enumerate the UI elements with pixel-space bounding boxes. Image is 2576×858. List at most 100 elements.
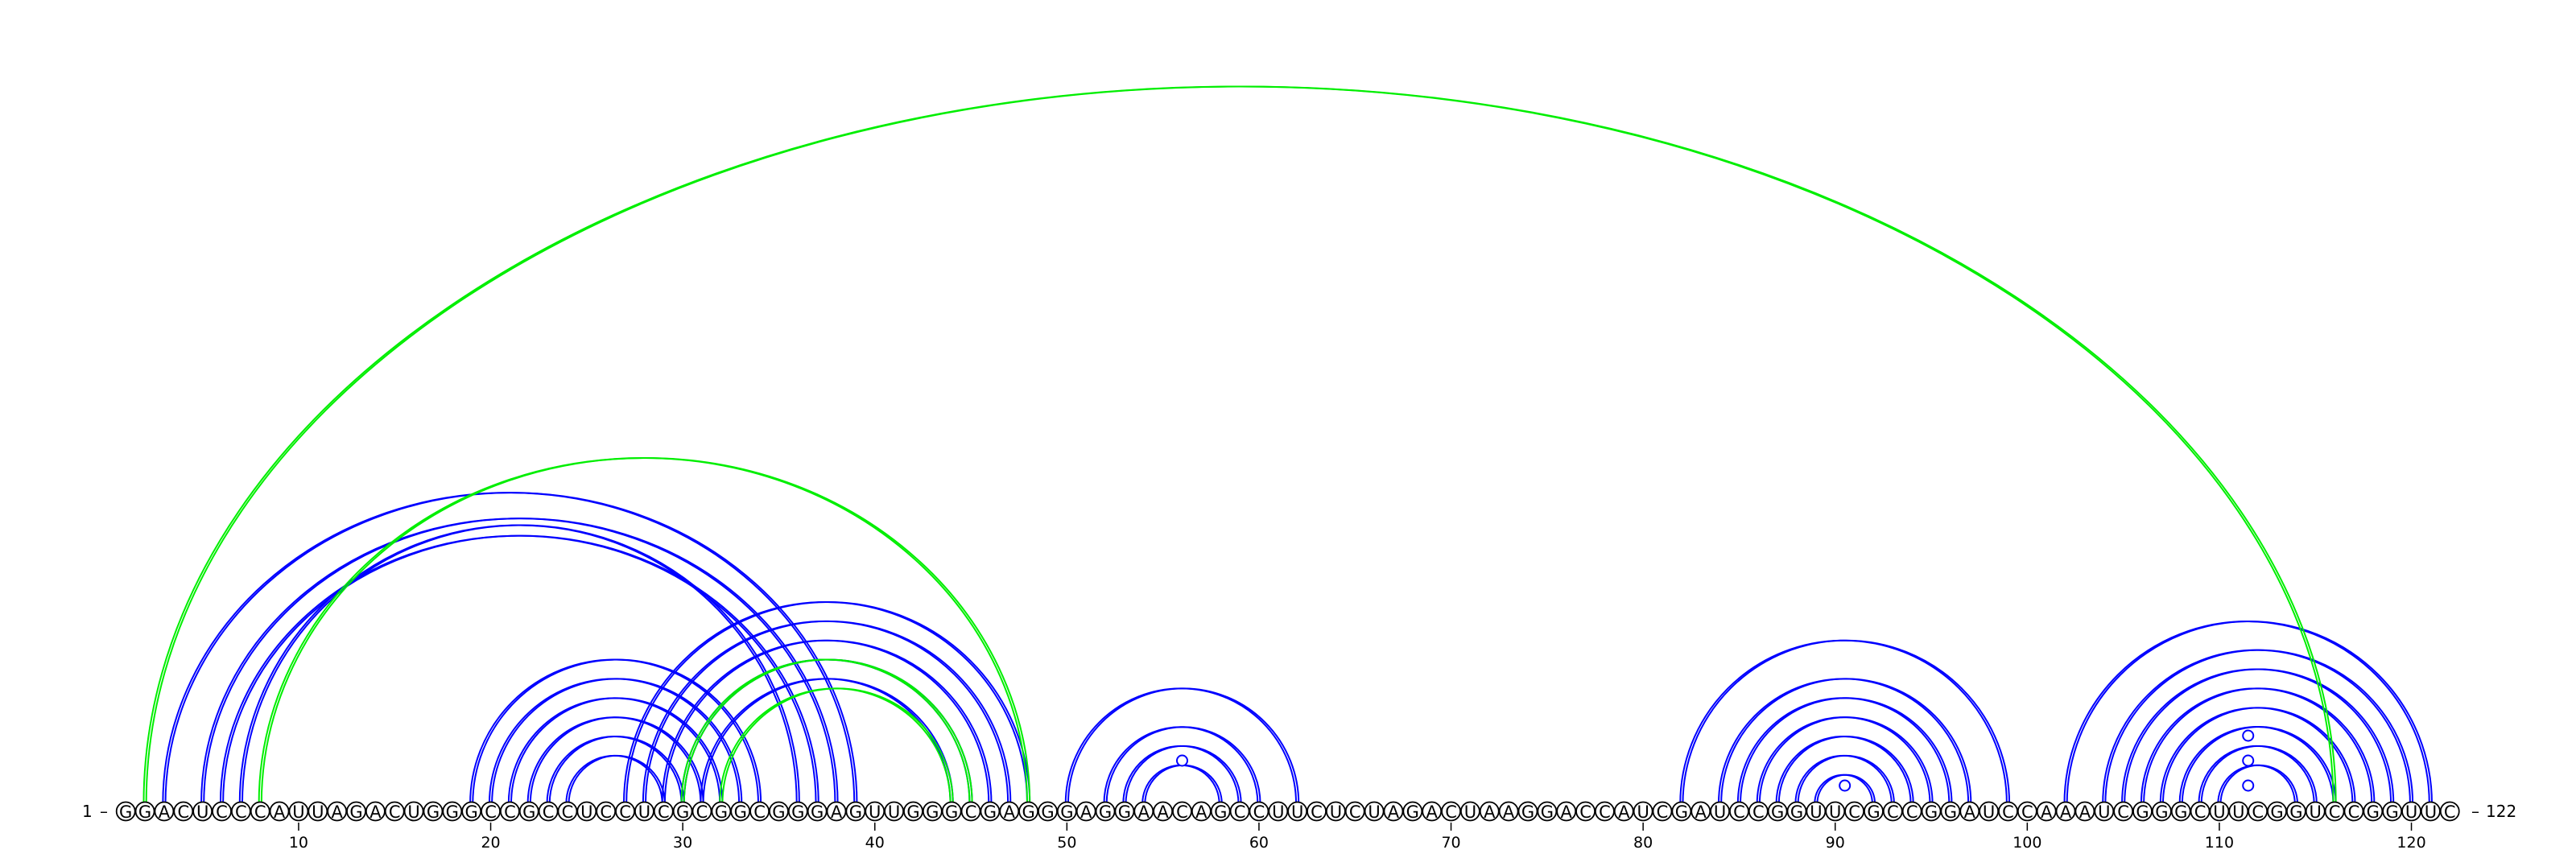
green-arc-2-116-inner [145, 85, 2337, 804]
nucleotide-letter: U [1714, 802, 1726, 822]
blue-arc-29-46-inner [663, 639, 993, 804]
blue-arc-23-30-inner [548, 736, 685, 804]
nucleotide-letter: C [1234, 802, 1246, 822]
sequence-end-dash: – [2471, 802, 2479, 821]
position-tick-label: 70 [1441, 834, 1460, 852]
blue-arc-6-37-inner [222, 534, 819, 804]
nucleotide-letter: C [504, 802, 516, 822]
blue-arc-3-39-inner [164, 492, 858, 804]
nucleotide-letter: A [1695, 802, 1707, 822]
nucleotide-letter: A [1157, 802, 1169, 822]
nucleotide-letter: G [2270, 802, 2283, 822]
blue-arc-84-97-inner [1720, 678, 1972, 804]
nucleotide-letter: G [427, 802, 440, 822]
blue-arc-85-96-inner [1740, 697, 1953, 804]
blue-arc-28-47-inner [645, 620, 1012, 804]
nucleotide-letter: G [1675, 802, 1688, 822]
nucleotide-letter: U [2405, 802, 2417, 822]
position-tick-label: 50 [1057, 834, 1076, 852]
nucleotide-letter: G [676, 802, 689, 822]
nucleotide-letter: U [580, 802, 592, 822]
position-tick-label: 120 [2396, 834, 2425, 852]
nucleotide-letter: G [1099, 802, 1112, 822]
nucleotide-letter: G [791, 802, 804, 822]
nucleotide-letter: A [831, 802, 843, 822]
nucleotide-letter: U [869, 802, 881, 822]
nucleotide-letter: G [945, 802, 958, 822]
nucleotide-letter: U [1983, 802, 1995, 822]
blue-arc-54-58-inner [1144, 764, 1223, 804]
nucleotide-letter: A [1138, 802, 1150, 822]
blue-arc-87-94-inner [1777, 736, 1914, 804]
nucleotide-letter: G [1944, 802, 1957, 822]
nucleotide-letter: U [2098, 802, 2110, 822]
nucleotide-letter: A [2060, 802, 2072, 822]
nucleotide-letter: C [1445, 802, 1457, 822]
loop-marker [1839, 779, 1852, 792]
position-tick-label: 30 [673, 834, 692, 852]
blue-arc-88-93-inner [1797, 754, 1895, 804]
nucleotide-letter: G [2289, 802, 2302, 822]
green-arc-30-45-inner [683, 658, 973, 804]
nucleotide-letter: C [1848, 802, 1860, 822]
nucleotide-letter: G [1771, 802, 1784, 822]
nucleotide-letter: A [1484, 802, 1496, 822]
nucleotide-letter: G [811, 802, 824, 822]
nucleotide-letter: C [2021, 802, 2033, 822]
nucleotide-letter: A [1561, 802, 1573, 822]
nucleotide-letter: G [1521, 802, 1534, 822]
blue-arc-110-114-inner [2219, 764, 2298, 804]
nucleotide-letter: C [2329, 802, 2341, 822]
position-tick-label: 40 [865, 834, 885, 852]
blue-arc-102-121-inner [2066, 620, 2433, 804]
nucleotide-letter: G [1118, 802, 1131, 822]
position-tick-label: 90 [1826, 834, 1845, 852]
blue-arc-108-116-inner [2181, 726, 2337, 804]
nucleotide-letter: A [1618, 802, 1630, 822]
nucleotide-letter: U [196, 802, 208, 822]
nucleotide-letter: G [984, 802, 997, 822]
nucleotide-letter: U [1368, 802, 1380, 822]
nucleotide-letter: G [2174, 802, 2187, 822]
position-tick-label: 20 [481, 834, 500, 852]
nucleotide-letter: U [1637, 802, 1649, 822]
nucleotide-letter: G [1041, 802, 1054, 822]
blue-arc-109-115-inner [2200, 745, 2318, 804]
nucleotide-letter: U [638, 802, 650, 822]
nucleotide-letter: G [1925, 802, 1938, 822]
position-axis: 10 20 30 40 50 60 70 80 90 100 110 120 [289, 823, 2426, 852]
nucleotide-letter: C [1253, 802, 1265, 822]
nucleotide-letter: U [1291, 802, 1303, 822]
nucleotide-letter: C [2002, 802, 2014, 822]
nucleotide-letter: U [888, 802, 900, 822]
nucleotide-letter: G [1214, 802, 1227, 822]
blue-arc-7-36-inner [241, 524, 800, 804]
loop-marker [2242, 729, 2255, 742]
nucleotide-letter: U [1810, 802, 1822, 822]
green-arc-8-48 [258, 457, 1029, 804]
blue-arc-52-60-inner [1105, 726, 1261, 804]
blue-arc-107-117 [2159, 707, 2354, 804]
sequence-start-dash: – [100, 802, 108, 821]
nucleotide-letter: G [1022, 802, 1034, 822]
nucleotide-letter: U [1464, 802, 1476, 822]
nucleotide-letter: G [849, 802, 862, 822]
sequence-start-label: 1 [82, 802, 93, 821]
nucleotide-letter: C [1657, 802, 1669, 822]
blue-arc-50-62-inner [1067, 687, 1300, 804]
blue-arc-22-31 [526, 716, 702, 804]
nucleotide-letter: C [600, 802, 612, 822]
nucleotide-letter: G [1406, 802, 1419, 822]
nucleotide-letter: U [2232, 802, 2244, 822]
nucleotide-letter: U [312, 802, 324, 822]
blue-arc-89-92-inner [1816, 773, 1876, 804]
blue-arc-31-44-inner [702, 678, 954, 804]
nucleotide-letter: G [349, 802, 362, 822]
nucleotide-letter: C [2252, 802, 2264, 822]
blue-arc-5-38-inner [203, 518, 839, 804]
loop-marker [2242, 754, 2255, 767]
nucleotide-letter: U [1330, 802, 1342, 822]
nucleotide-letter: A [274, 802, 286, 822]
nucleotide-letter: C [2444, 802, 2456, 822]
